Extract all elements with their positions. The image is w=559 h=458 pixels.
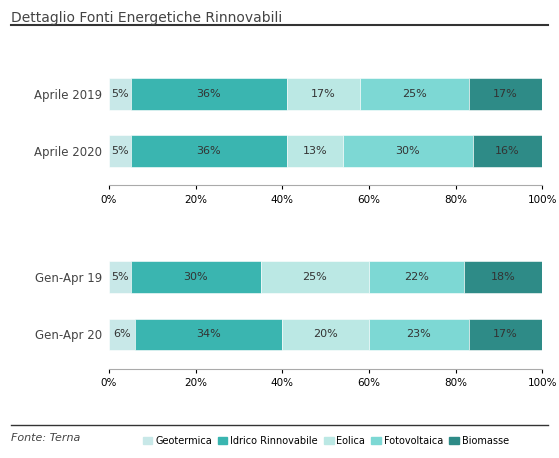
Text: 18%: 18% [491, 272, 515, 282]
Text: 17%: 17% [311, 89, 336, 99]
Text: 5%: 5% [111, 272, 129, 282]
Text: 36%: 36% [196, 89, 221, 99]
Text: 5%: 5% [111, 146, 129, 156]
Bar [343, 136, 473, 167]
Legend: Geotermica, Idrico Rinnovabile, Eolica, Fotovoltaica, Biomasse: Geotermica, Idrico Rinnovabile, Eolica, … [139, 241, 513, 259]
Text: 5%: 5% [111, 89, 129, 99]
Text: 20%: 20% [313, 329, 338, 339]
Text: 6%: 6% [113, 329, 131, 339]
Bar [473, 136, 542, 167]
Text: 30%: 30% [396, 146, 420, 156]
Text: Dettaglio Fonti Energetiche Rinnovabili: Dettaglio Fonti Energetiche Rinnovabili [11, 11, 282, 26]
Bar [468, 319, 542, 350]
Bar [131, 262, 260, 293]
Text: 25%: 25% [402, 89, 427, 99]
Text: 25%: 25% [302, 272, 327, 282]
Bar [287, 136, 343, 167]
Text: 17%: 17% [493, 329, 518, 339]
Bar [282, 319, 369, 350]
Text: Fonte: Terna: Fonte: Terna [11, 433, 80, 443]
Bar [468, 78, 542, 109]
Bar [369, 319, 468, 350]
Text: 36%: 36% [196, 146, 221, 156]
Text: 13%: 13% [302, 146, 327, 156]
Legend: Geotermica, Idrico Rinnovabile, Eolica, Fotovoltaica, Biomasse: Geotermica, Idrico Rinnovabile, Eolica, … [139, 432, 513, 449]
Bar [260, 262, 369, 293]
Text: 34%: 34% [196, 329, 221, 339]
Bar [135, 319, 282, 350]
Text: 17%: 17% [493, 89, 518, 99]
Text: 22%: 22% [404, 272, 429, 282]
Bar [131, 136, 287, 167]
Bar [109, 78, 131, 109]
Bar [131, 78, 287, 109]
Bar [464, 262, 542, 293]
Bar [109, 136, 131, 167]
Bar [361, 78, 468, 109]
Bar [287, 78, 361, 109]
Text: 23%: 23% [406, 329, 431, 339]
Bar [109, 262, 131, 293]
Text: 16%: 16% [495, 146, 520, 156]
Bar [109, 319, 135, 350]
Text: 30%: 30% [183, 272, 208, 282]
Bar [369, 262, 464, 293]
